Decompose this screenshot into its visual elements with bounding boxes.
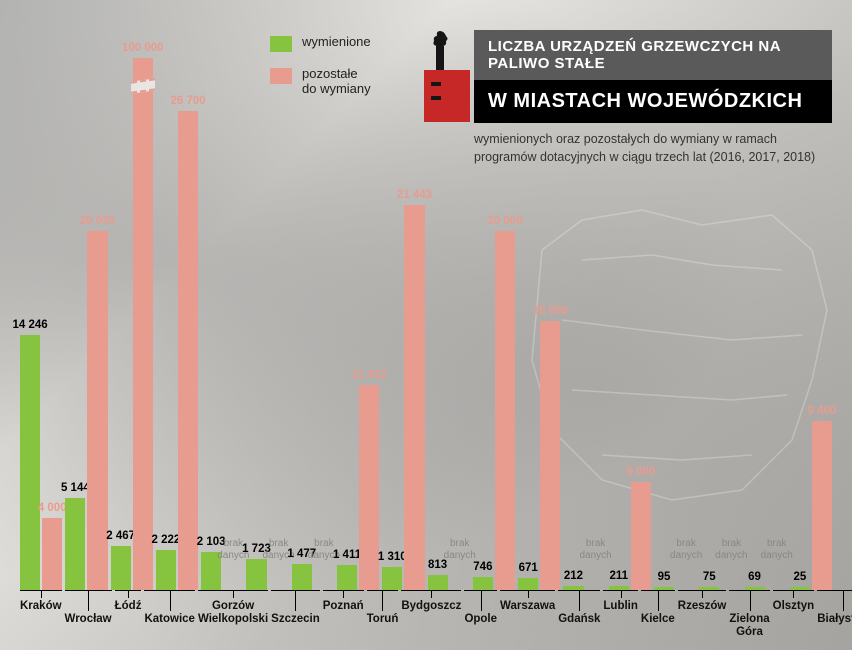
header: LICZBA URZĄDZEŃ GRZEWCZYCH NA PALIWO STA… — [420, 30, 832, 166]
bar-remaining: 4 000 — [42, 518, 62, 590]
city-group: 2 103brakdanych — [201, 52, 243, 590]
legend-item-replaced: wymienione — [270, 34, 371, 52]
x-axis-label: Kielce — [641, 604, 675, 646]
bar-replaced: 671 — [518, 578, 538, 590]
bar-replaced: 746 — [473, 577, 493, 590]
bar-remaining: 20 000 — [495, 231, 515, 590]
bar-replaced: 813 — [428, 575, 448, 590]
no-data-label: brakdanych — [761, 538, 793, 562]
subtitle-bar: W MIASTACH WOJEWÓDZKICH — [474, 80, 832, 123]
bar-replaced: 1 477 — [292, 564, 312, 590]
bar-replaced-label: 746 — [473, 561, 492, 573]
bar-replaced-label: 671 — [519, 562, 538, 574]
x-axis-label: Rzeszów — [678, 590, 727, 632]
city-group: 5 14420 035 — [65, 52, 107, 590]
x-axis-label: Szczecin — [271, 604, 320, 646]
swatch-replaced — [270, 36, 292, 52]
bar-replaced: 5 144 — [65, 498, 85, 590]
x-axis-label: Łódź — [115, 590, 142, 632]
bar-replaced-label: 1 310 — [378, 551, 407, 563]
description: wymienionych oraz pozostałych do wymiany… — [474, 131, 832, 166]
city-group: 14 2464 000 — [20, 52, 62, 590]
legend-replaced-label: wymienione — [302, 34, 371, 49]
x-axis-label: Opole — [464, 604, 497, 646]
x-axis-label: GorzówWielkopolski — [198, 590, 268, 632]
no-data-label: brakdanych — [670, 538, 702, 562]
bar-replaced: 14 246 — [20, 335, 40, 590]
bar-replaced-label: 2 467 — [106, 530, 135, 542]
bar-remaining: 15 000 — [540, 321, 560, 590]
bar-remaining-label: 4 000 — [38, 502, 67, 514]
no-data-label: brakdanych — [444, 538, 476, 562]
bar-replaced: 1 723 — [246, 559, 266, 590]
bar-replaced: 2 222 — [156, 550, 176, 590]
bar-remaining: 20 035 — [87, 231, 107, 590]
city-group: 2 22226 700 — [156, 52, 198, 590]
bar-replaced-label: 75 — [703, 571, 716, 583]
bar-replaced: 1 310 — [382, 567, 402, 590]
x-axis-label: Kraków — [20, 590, 62, 632]
bar-replaced-label: 212 — [564, 570, 583, 582]
bar-remaining-label: 9 400 — [808, 405, 837, 417]
bar-replaced-label: 95 — [658, 571, 671, 583]
bar-remaining: 11 412 — [359, 385, 379, 590]
factory-icon — [420, 28, 480, 128]
x-axis-label: Gdańsk — [558, 604, 600, 646]
x-axis: KrakówWrocławŁódźKatowiceGorzówWielkopol… — [20, 590, 832, 632]
bar-remaining: 26 700 — [178, 111, 198, 590]
no-data-label: brakdanych — [715, 538, 747, 562]
bar-remaining-label: 11 412 — [352, 369, 387, 381]
city-group: 1 41111 412 — [337, 52, 379, 590]
bar-replaced-label: 2 222 — [152, 534, 181, 546]
bar-replaced: 1 411 — [337, 565, 357, 590]
x-axis-label: Lublin — [603, 590, 638, 632]
city-group: 1 723brakdanych — [246, 52, 288, 590]
x-axis-label: Warszawa — [500, 590, 555, 632]
x-axis-label: Olsztyn — [773, 590, 815, 632]
bar-replaced-label: 14 246 — [12, 319, 47, 331]
bar-remaining-label: 6 000 — [626, 466, 655, 478]
title-bar: LICZBA URZĄDZEŃ GRZEWCZYCH NA PALIWO STA… — [474, 30, 832, 80]
city-group: 1 477brakdanych — [292, 52, 334, 590]
bar-replaced-label: 5 144 — [61, 482, 90, 494]
bar-remaining: 9 400 — [812, 421, 832, 590]
x-axis-label: Bydgoszcz — [401, 590, 461, 632]
no-data-label: brakdanych — [579, 538, 611, 562]
bar-replaced: 2 467 — [111, 546, 131, 590]
bar-remaining: 100 000 — [133, 58, 153, 590]
bar-remaining: 21 443 — [404, 205, 424, 590]
bar-remaining: 6 000 — [631, 482, 651, 590]
bar-replaced-label: 1 411 — [333, 549, 361, 561]
bar-replaced-label: 25 — [793, 571, 806, 583]
bar-replaced-label: 69 — [748, 571, 761, 583]
x-axis-label: ZielonaGóra — [729, 604, 769, 646]
x-axis-label: Katowice — [144, 604, 195, 646]
x-axis-label: Poznań — [323, 590, 364, 632]
axis-break — [131, 78, 155, 93]
x-axis-label: Toruń — [367, 604, 399, 646]
city-group: 2 467100 000 — [111, 52, 153, 590]
x-axis-label: Wrocław — [65, 604, 112, 646]
bar-replaced-label: 211 — [609, 570, 628, 582]
city-group: 1 31021 443 — [382, 52, 424, 590]
x-axis-label: Białystok — [817, 604, 852, 646]
